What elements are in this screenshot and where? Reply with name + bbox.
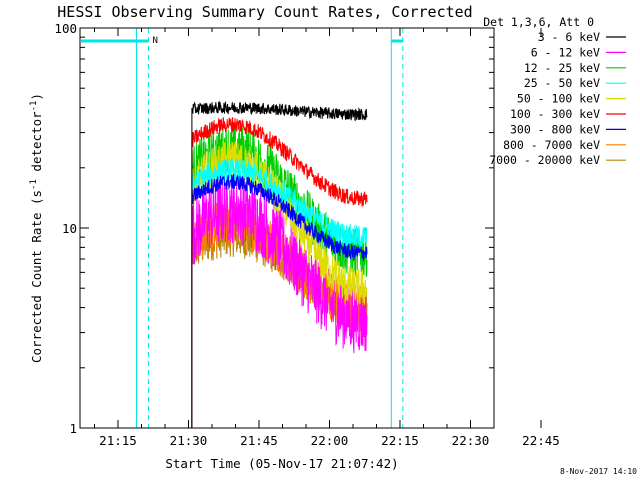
x-tick-label-1: 21:30 [170, 433, 208, 448]
legend-label-3: 25 - 50 keV [524, 76, 600, 90]
y-tick-label-0: 1 [69, 421, 77, 436]
y-tick-label-2: 100 [54, 21, 77, 36]
y-axis-label: Corrected Count Rate (s-1 detector-1) [29, 93, 44, 363]
x-tick-label-3: 22:00 [311, 433, 349, 448]
series-line-4 [191, 140, 368, 428]
series-line-3 [191, 157, 368, 428]
series-line-0 [191, 100, 368, 428]
legend-label-5: 100 - 300 keV [510, 107, 600, 121]
x-tick-label-2: 21:45 [240, 433, 278, 448]
chart-title: HESSI Observing Summary Count Rates, Cor… [57, 3, 472, 21]
x-tick-label-0: 21:15 [99, 433, 137, 448]
y-axis-label-part3: ) [29, 93, 44, 101]
series-line-6 [191, 173, 368, 428]
legend-title: Det 1,3,6, Att 0 [483, 15, 594, 29]
legend-label-1: 6 - 12 keV [531, 45, 600, 59]
y-axis-label-part2: detector [29, 111, 44, 179]
x-tick-label-5: 22:30 [452, 433, 490, 448]
orbit-markers: N [81, 28, 404, 428]
legend-label-8: 7000 - 20000 keV [489, 153, 600, 167]
y-axis-label-sup1: -1 [29, 179, 39, 190]
legend-label-7: 800 - 7000 keV [503, 138, 600, 152]
legend-label-2: 12 - 25 keV [524, 61, 600, 75]
legend-label-4: 50 - 100 keV [517, 92, 600, 106]
plot-frame [79, 27, 495, 429]
night-label: N [152, 36, 157, 46]
y-axis: 1 10 100 [54, 21, 494, 436]
y-tick-label-1: 10 [62, 221, 77, 236]
x-tick-label-4: 22:15 [381, 433, 419, 448]
x-axis-label: Start Time (05-Nov-17 21:07:42) [165, 456, 398, 471]
legend-label-0: 3 - 6 keV [538, 30, 600, 44]
series-layer [191, 100, 368, 428]
series-line-5 [191, 117, 368, 428]
y-axis-label-part1: Corrected Count Rate (s [29, 190, 44, 363]
series-line-1 [191, 176, 368, 428]
y-axis-label-sup2: -1 [29, 101, 39, 112]
x-axis: 21:15 21:30 21:45 22:00 22:15 22:30 22:45 [94, 28, 560, 448]
legend-label-6: 300 - 800 keV [510, 122, 600, 136]
timestamp: 8-Nov-2017 14:10 [560, 467, 637, 476]
x-tick-label-6: 22:45 [522, 433, 560, 448]
